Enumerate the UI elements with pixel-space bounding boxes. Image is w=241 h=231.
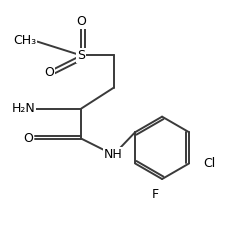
Text: F: F xyxy=(152,188,159,201)
Text: S: S xyxy=(77,49,85,62)
Text: NH: NH xyxy=(104,148,123,161)
Text: Cl: Cl xyxy=(203,157,215,170)
Text: CH₃: CH₃ xyxy=(13,34,36,47)
Text: O: O xyxy=(23,132,33,145)
Text: O: O xyxy=(76,15,86,28)
Text: O: O xyxy=(44,66,54,79)
Text: H₂N: H₂N xyxy=(11,102,35,115)
